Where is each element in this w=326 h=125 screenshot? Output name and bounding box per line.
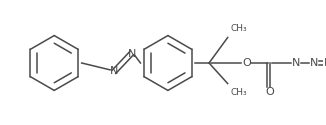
- Text: N: N: [310, 58, 318, 68]
- Text: N: N: [292, 58, 301, 68]
- Text: CH₃: CH₃: [230, 88, 247, 97]
- Text: N: N: [323, 58, 326, 68]
- Text: O: O: [242, 58, 251, 68]
- Text: N: N: [127, 49, 136, 59]
- Text: O: O: [265, 87, 274, 97]
- Text: CH₃: CH₃: [230, 24, 247, 33]
- Text: N: N: [110, 66, 118, 76]
